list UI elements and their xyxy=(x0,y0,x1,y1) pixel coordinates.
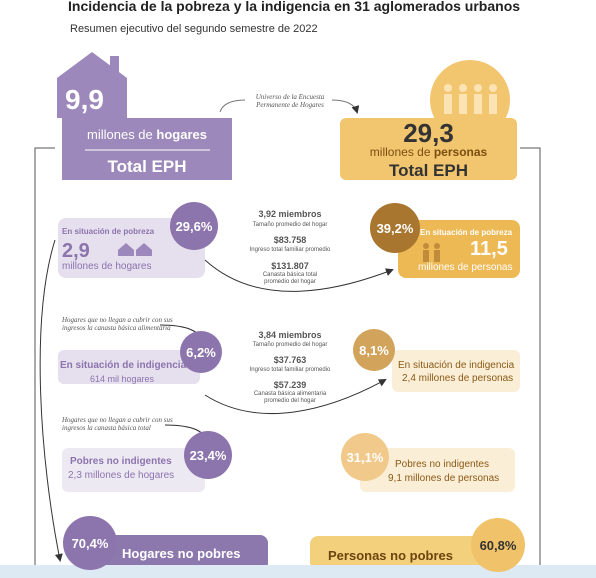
universe-note: Universo de la Encuesta Permanente de Ho… xyxy=(255,93,325,110)
value: 614 mil hogares xyxy=(90,374,155,384)
label: Pobres no indigentes xyxy=(395,459,489,470)
percent: 39,2% xyxy=(370,203,420,253)
unit: millones de hogares xyxy=(62,261,152,272)
note: Canasta básica total promedio del hogar xyxy=(262,272,318,285)
value: 2,4 millones de personas xyxy=(402,373,514,384)
members: 3,92 miembros xyxy=(258,209,322,219)
label: Pobres no indigentes xyxy=(70,456,172,467)
unit: millones de xyxy=(369,145,431,159)
note: Canasta básica alimentaria promedio del … xyxy=(253,391,327,404)
percent: 29,6% xyxy=(170,202,218,250)
value: 2,3 millones de hogares xyxy=(68,470,175,481)
members: 3,84 miembros xyxy=(258,330,322,340)
percent: 23,4% xyxy=(184,431,232,479)
percent: 60,8% xyxy=(471,518,525,572)
income: $83.758 xyxy=(273,235,307,245)
unit: millones de xyxy=(87,127,153,142)
unit: hogares xyxy=(156,127,207,142)
label: Hogares no pobres xyxy=(122,546,241,561)
unit: personas xyxy=(433,145,488,159)
unit: millones de personas xyxy=(418,262,513,273)
percent: 6,2% xyxy=(180,331,222,373)
total-label: Total EPH xyxy=(107,157,187,176)
annotation: Hogares que no llegan a cubrir con sus i… xyxy=(62,416,173,433)
note: Ingreso total familiar promedio xyxy=(249,247,331,253)
percent: 8,1% xyxy=(353,329,395,371)
total-label: Total EPH xyxy=(388,161,469,180)
label: En situación de pobreza xyxy=(62,227,155,236)
note: Ingreso total familiar promedio xyxy=(249,367,331,373)
note: Tamaño promedio del hogar xyxy=(252,342,328,348)
basket: $57.239 xyxy=(273,380,307,390)
basket: $131.807 xyxy=(271,261,309,271)
label: En situación de pobreza xyxy=(420,228,513,237)
percent: 70,4% xyxy=(63,516,117,570)
persons-total: 29,3 xyxy=(403,118,454,148)
value: 2,9 xyxy=(62,240,90,262)
households-total: 9,9 xyxy=(65,84,104,115)
annotation: Hogares que no llegan a cubrir con sus i… xyxy=(62,316,173,333)
label: Personas no pobres xyxy=(328,548,453,563)
title: Incidencia de la pobreza y la indigencia… xyxy=(68,0,521,14)
note: Tamaño promedio del hogar xyxy=(252,222,328,228)
subtitle: Resumen ejecutivo del segundo semestre d… xyxy=(70,23,318,35)
income: $37.763 xyxy=(273,355,307,365)
percent: 31,1% xyxy=(341,433,389,481)
label: En situación de indigencia xyxy=(398,360,515,371)
value: 11,5 xyxy=(470,238,508,260)
label: En situación de indigencia xyxy=(60,360,187,371)
value: 9,1 millones de personas xyxy=(388,473,500,484)
